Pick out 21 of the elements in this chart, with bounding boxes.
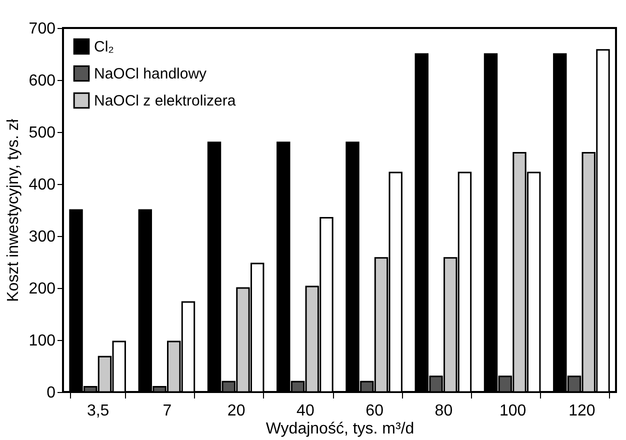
legend-label: Cl₂ (94, 38, 114, 56)
x-tick-label: 80 (434, 402, 453, 420)
y-tick-label: 0 (46, 384, 56, 402)
y-tick-label: 300 (28, 228, 56, 246)
x-tick-label: 40 (296, 402, 314, 420)
x-tick-label: 20 (227, 402, 246, 420)
y-tick-label: 700 (28, 20, 56, 38)
y-tick-label: 100 (28, 332, 56, 350)
y-tick-label: 500 (28, 124, 56, 142)
x-axis-title: Wydajność, tys. m³/d (266, 420, 414, 438)
y-tick-label: 400 (28, 176, 56, 194)
y-tick-label: 200 (28, 280, 56, 298)
x-tick-label: 3,5 (86, 402, 110, 420)
x-tick-label: 120 (568, 402, 596, 420)
y-axis-title: Koszt inwestycyjny, tys. zł (4, 118, 22, 302)
y-tick-label: 600 (28, 72, 56, 90)
legend-label: NaOCl z elektrolizera (94, 92, 236, 110)
x-tick-label: 100 (499, 402, 526, 420)
legend-label: NaOCl handlowy (94, 66, 208, 82)
x-tick-label: 60 (366, 402, 384, 420)
x-tick-label: 7 (162, 402, 172, 420)
